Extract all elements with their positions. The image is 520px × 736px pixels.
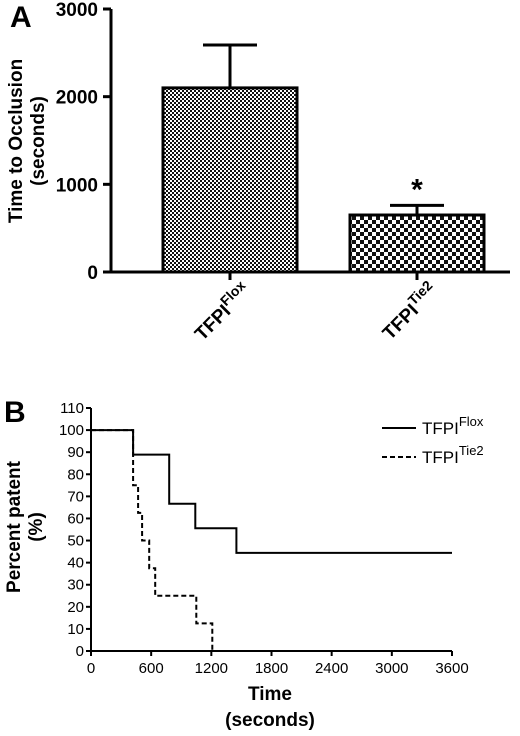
panel-a-x-tick-label: TFPITie2 xyxy=(375,277,442,344)
panel-b-legend-label: TFPIFlox xyxy=(422,414,484,438)
panel-b-y-tick-label: 70 xyxy=(67,488,84,505)
panel-a-letter: A xyxy=(10,1,32,34)
panel-b-y-tick-label: 20 xyxy=(67,599,84,616)
panel-b-x-tick-label: 0 xyxy=(87,660,95,677)
panel-b-y-tick-label: 40 xyxy=(67,555,84,572)
panel-b-y-tick-label: 100 xyxy=(59,422,84,439)
panel-a-x-tick-label: TFPIFlox xyxy=(188,277,256,345)
panel-b-y-tick-label: 50 xyxy=(67,533,84,550)
panel-b-y-tick-label: 0 xyxy=(76,643,84,660)
panel-a-y-tick-label: 1000 xyxy=(56,175,98,196)
panel-a-y-tick-label: 0 xyxy=(87,263,98,284)
panel-b-x-tick-label: 1800 xyxy=(255,660,288,677)
panel-b-x-tick-label: 3000 xyxy=(375,660,408,677)
panel-b-x-tick-label: 1200 xyxy=(195,660,228,677)
panel-b: B 0 10 20 30 40 50 60 70 80 90 100 110 0 600 1200 1800 2… xyxy=(4,396,484,731)
panel-b-x-tick-label: 600 xyxy=(139,660,164,677)
panel-b-axes: 0 10 20 30 40 50 60 70 80 90 100 110 0 600 1200 1800 240… xyxy=(59,400,469,677)
panel-b-y-axis-label-line2: (%) xyxy=(26,512,47,542)
panel-a-y-tick-label: 2000 xyxy=(56,88,98,109)
panel-b-x-tick-label: 2400 xyxy=(315,660,348,677)
panel-b-legend-label: TFPITie2 xyxy=(422,443,484,467)
panel-a-significance-marker: * xyxy=(411,173,423,206)
panel-b-lines xyxy=(91,429,452,651)
panel-a-bars: * xyxy=(161,43,486,280)
panel-b-x-tick-label: 3600 xyxy=(435,660,468,677)
panel-b-x-axis-label-line2: (seconds) xyxy=(225,710,315,731)
panel-b-letter: B xyxy=(4,396,26,429)
panel-b-x-axis-label-line1: Time xyxy=(248,684,292,705)
panel-a-y-tick-label: 3000 xyxy=(56,0,98,21)
panel-b-series-line xyxy=(91,429,214,651)
panel-a-x-tick-labels: TFPIFlox TFPITie2 xyxy=(188,277,442,345)
panel-a-y-axis-label-line1: Time to Occlusion xyxy=(6,59,27,223)
panel-b-y-tick-label: 110 xyxy=(60,400,84,417)
panel-b-y-tick-label: 80 xyxy=(67,466,84,483)
panel-a-bar xyxy=(161,86,299,274)
panel-a-bar xyxy=(348,213,486,274)
panel-b-y-axis-label-line1: Percent patent xyxy=(4,460,25,593)
panel-b-y-tick-label: 10 xyxy=(67,621,84,638)
panel-a-y-axis-label-line2: (seconds) xyxy=(28,96,49,186)
panel-b-y-tick-label: 60 xyxy=(67,510,84,527)
panel-b-legend: TFPIFlox TFPITie2 xyxy=(382,414,484,467)
panel-b-y-tick-label: 90 xyxy=(67,444,84,461)
panel-b-series-line xyxy=(91,429,452,554)
panel-b-y-tick-label: 30 xyxy=(67,577,84,594)
panel-a: A 0 1000 2000 3000 * TFPIFlox TFPITie2 Time … xyxy=(6,0,510,345)
